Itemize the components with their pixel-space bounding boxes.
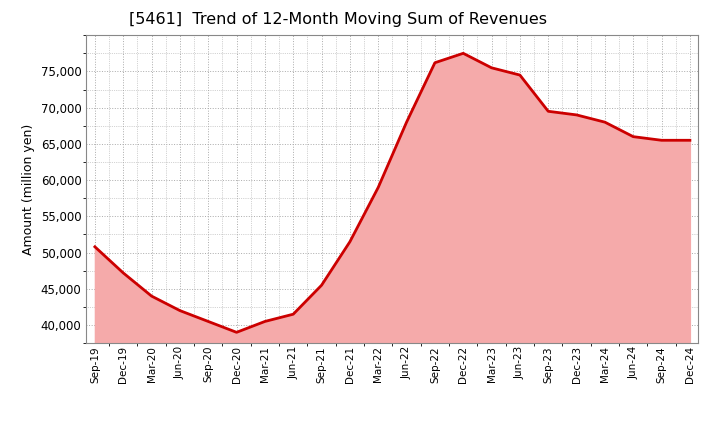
Text: [5461]  Trend of 12-Month Moving Sum of Revenues: [5461] Trend of 12-Month Moving Sum of R…	[130, 12, 547, 27]
Y-axis label: Amount (million yen): Amount (million yen)	[22, 124, 35, 255]
